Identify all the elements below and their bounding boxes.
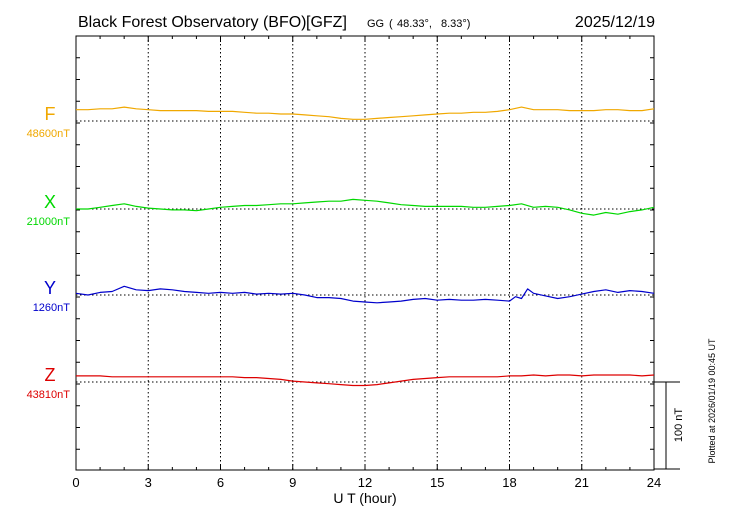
coord-label: GG	[367, 18, 384, 30]
series-lines	[75, 106, 655, 387]
scale-bar	[654, 381, 680, 470]
coord-lat: 48.33°,	[397, 18, 432, 30]
x-tick-label: 3	[145, 475, 152, 490]
coord-lon: 8.33°)	[441, 18, 470, 30]
baseline-value-y: 1260nT	[33, 302, 71, 314]
baselines	[76, 120, 654, 383]
plotted-note: Plotted at 2026/01/19 00:45 UT	[707, 338, 717, 464]
chart-title: Black Forest Observatory (BFO)	[78, 14, 307, 31]
x-tick-label: 24	[647, 475, 661, 490]
series-name-f: F	[45, 104, 56, 124]
axis-ticks	[75, 36, 655, 470]
x-tick-label: 6	[217, 475, 224, 490]
x-tick-label: 21	[575, 475, 589, 490]
series-name-z: Z	[45, 365, 56, 385]
scale-label: 100 nT	[673, 408, 685, 443]
series-name-x: X	[44, 192, 56, 212]
x-axis-label: U T (hour)	[333, 490, 396, 506]
x-tick-label: 15	[430, 475, 444, 490]
grid-lines	[147, 36, 583, 470]
x-tick-label: 12	[358, 475, 372, 490]
x-tick-label: 9	[289, 475, 296, 490]
x-tick-label: 18	[502, 475, 516, 490]
baseline-value-x: 21000nT	[27, 216, 71, 228]
institute-label: [GFZ]	[306, 14, 347, 31]
baseline-value-z: 43810nT	[27, 389, 71, 401]
series-line-x	[76, 198, 655, 216]
x-tick-labels: 0 3 6 9 12 15 18 21 24	[72, 475, 661, 490]
series-labels: F 48600nT X 21000nT Y 1260nT Z 43810nT	[27, 104, 71, 401]
coord-open: (	[389, 18, 393, 30]
series-line-y	[75, 285, 655, 304]
chart-date: 2025/12/19	[575, 14, 655, 31]
series-name-y: Y	[44, 278, 56, 298]
baseline-value-f: 48600nT	[27, 128, 71, 140]
series-line-z	[76, 374, 655, 387]
series-line-f	[76, 106, 655, 120]
x-tick-label: 0	[72, 475, 79, 490]
